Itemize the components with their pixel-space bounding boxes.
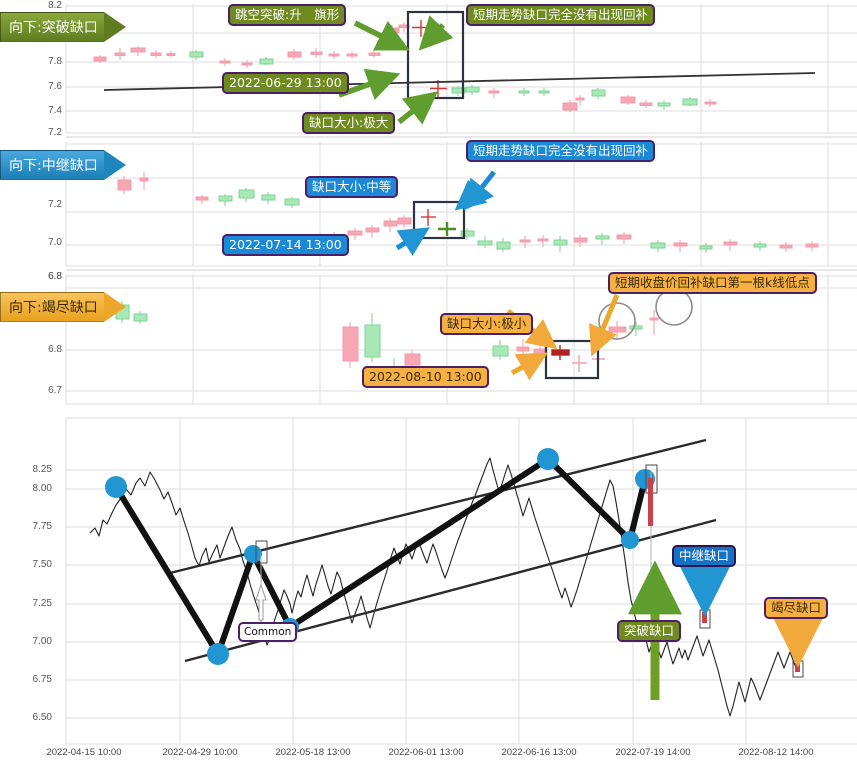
x-tick-1: 2022-04-29 10:00: [162, 747, 238, 758]
y-tick-p1-1: 7.8: [48, 56, 62, 67]
annotation-breakaway-nofill[interactable]: 短期走势缺口完全没有出现回补: [466, 4, 656, 26]
retrace-circle-1: [598, 302, 636, 340]
y-tick-p1-3: 7.4: [48, 105, 62, 116]
annotation-breakaway-date[interactable]: 2022-06-29 13:00: [222, 72, 349, 94]
x-tick-0: 2022-04-15 10:00: [46, 747, 122, 758]
annotation-breakaway-gap-tag[interactable]: 突破缺口: [617, 620, 682, 642]
panel-banner-runaway-gap: 向下:中继缺口: [0, 150, 126, 180]
annotation-exhaustion-gap-tag[interactable]: 竭尽缺口: [764, 597, 829, 619]
annotation-exhaustion-size[interactable]: 缺口大小:极小: [440, 313, 534, 335]
panel-banner-exhaustion-gap: 向下:竭尽缺口: [0, 292, 126, 322]
y-tick-main-4: 7.25: [32, 598, 52, 609]
y-tick-p1-4: 7.2: [48, 127, 62, 138]
y-tick-main-5: 7.00: [32, 636, 52, 647]
y-tick-p2-0: 7.2: [48, 199, 62, 210]
y-tick-p1-2: 7.6: [48, 81, 62, 92]
panel-banner-breakaway-gap: 向下:突破缺口: [0, 12, 126, 42]
y-tick-main-3: 7.50: [32, 559, 52, 570]
main-price-chart-plot: [65, 417, 857, 745]
y-tick-p1-0: 8.2: [48, 0, 62, 11]
annotation-runaway-size[interactable]: 缺口大小:中等: [305, 176, 399, 198]
banner-arrow-head-icon: [103, 292, 126, 322]
y-tick-main-7: 6.50: [32, 712, 52, 723]
annotation-exhaustion-retrace[interactable]: 短期收盘价回补缺口第一根k线低点: [608, 272, 817, 294]
gap-highlight-box-1: [406, 10, 465, 100]
annotation-runaway-date[interactable]: 2022-07-14 13:00: [222, 234, 349, 256]
y-tick-p3-2: 6.7: [48, 385, 62, 396]
y-tick-main-1: 8.00: [32, 483, 52, 494]
panel-banner-label: 向下:竭尽缺口: [9, 300, 98, 316]
y-tick-main-0: 8.25: [32, 464, 52, 475]
pivot-markers: [105, 448, 655, 665]
banner-arrow-head-icon: [103, 150, 126, 180]
panel-breakaway-gap-plot: [65, 4, 857, 134]
x-tick-2: 2022-05-18 13:00: [275, 747, 351, 758]
panel-runaway-gap-plot: [65, 142, 857, 267]
annotation-breakaway-size[interactable]: 缺口大小:极大: [302, 112, 396, 134]
annotation-exhaustion-date[interactable]: 2022-08-10 13:00: [362, 366, 489, 388]
y-tick-p2-2: 6.8: [48, 271, 62, 282]
annotation-common-gap[interactable]: Common: [238, 622, 298, 642]
x-tick-5: 2022-07-19 14:00: [615, 747, 691, 758]
gap-highlight-box-3: [544, 339, 600, 380]
y-tick-p3-1: 6.8: [48, 344, 62, 355]
x-tick-4: 2022-06-16 13:00: [501, 747, 577, 758]
panel-banner-label: 向下:中继缺口: [9, 158, 98, 174]
panel-banner-label: 向下:突破缺口: [9, 20, 98, 36]
y-tick-main-2: 7.75: [32, 521, 52, 532]
retrace-circle-2: [655, 288, 693, 326]
x-tick-3: 2022-06-01 13:00: [388, 747, 464, 758]
annotation-runaway-nofill[interactable]: 短期走势缺口完全没有出现回补: [466, 140, 656, 162]
y-tick-main-6: 6.75: [32, 674, 52, 685]
y-tick-p2-1: 7.0: [48, 237, 62, 248]
x-tick-6: 2022-08-12 14:00: [738, 747, 814, 758]
annotation-breakaway-pattern[interactable]: 跳空突破:升 旗形: [228, 4, 347, 26]
banner-arrow-head-icon: [103, 12, 126, 42]
y-tick-p3-0: 6.8: [48, 271, 62, 282]
gap-highlight-box-2: [412, 200, 466, 240]
annotation-runaway-gap-tag[interactable]: 中继缺口: [672, 545, 737, 567]
